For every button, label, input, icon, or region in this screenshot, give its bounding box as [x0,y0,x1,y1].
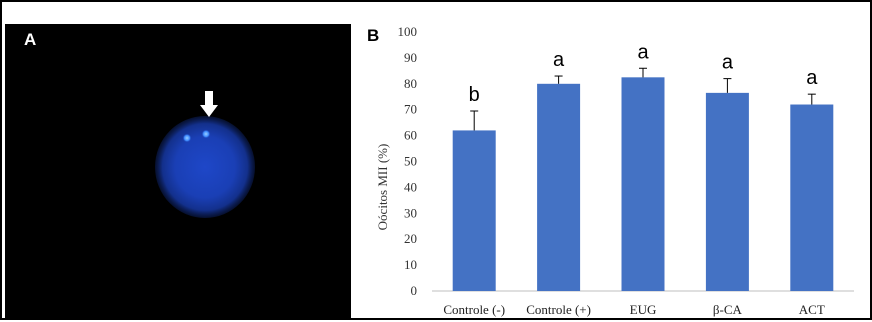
y-tick-label: 50 [404,154,417,169]
y-tick-label: 30 [404,205,417,220]
category-labels: Controle (-) Controle (+) EUG β-CA ACT [443,302,825,317]
significance-label: a [553,49,565,71]
down-arrow-icon [200,91,218,117]
oocyte-micrograph [155,91,255,218]
y-tick-label: 20 [404,231,417,246]
category-label: β-CA [713,302,743,317]
y-tick-label: 80 [404,76,417,91]
category-label: Controle (+) [526,302,591,317]
bar [790,104,834,292]
significance-label: b [469,84,480,106]
y-axis-title: Oócitos MII (%) [375,144,390,231]
bar [537,83,581,291]
y-tick-label: 40 [404,179,417,194]
y-tick-labels: 0 10 20 30 40 50 60 70 80 90 100 [398,24,418,298]
significance-label: a [722,52,734,74]
panel-b-label: B [367,26,380,45]
chromatin-spot [201,129,211,139]
category-label: EUG [630,302,657,317]
panel-a-micrograph [5,24,351,320]
y-tick-label: 90 [404,50,417,65]
y-tick-label: 70 [404,102,417,117]
bars [452,77,834,292]
bar [621,77,665,291]
y-tick-label: 60 [404,128,417,143]
significance-label: a [637,41,649,63]
y-tick-label: 0 [411,283,418,298]
chromatin-spot [182,133,192,143]
bar [452,130,496,291]
significance-label: a [806,67,818,89]
category-label: Controle (-) [443,302,505,317]
bar [705,92,749,292]
oocyte-cell [155,116,255,218]
y-tick-label: 100 [398,24,418,39]
error-bars [470,67,816,131]
panel-a-label: A [24,30,37,49]
category-label: ACT [799,302,825,317]
significance-labels: b a a a a [469,41,819,106]
y-tick-label: 10 [404,257,417,272]
